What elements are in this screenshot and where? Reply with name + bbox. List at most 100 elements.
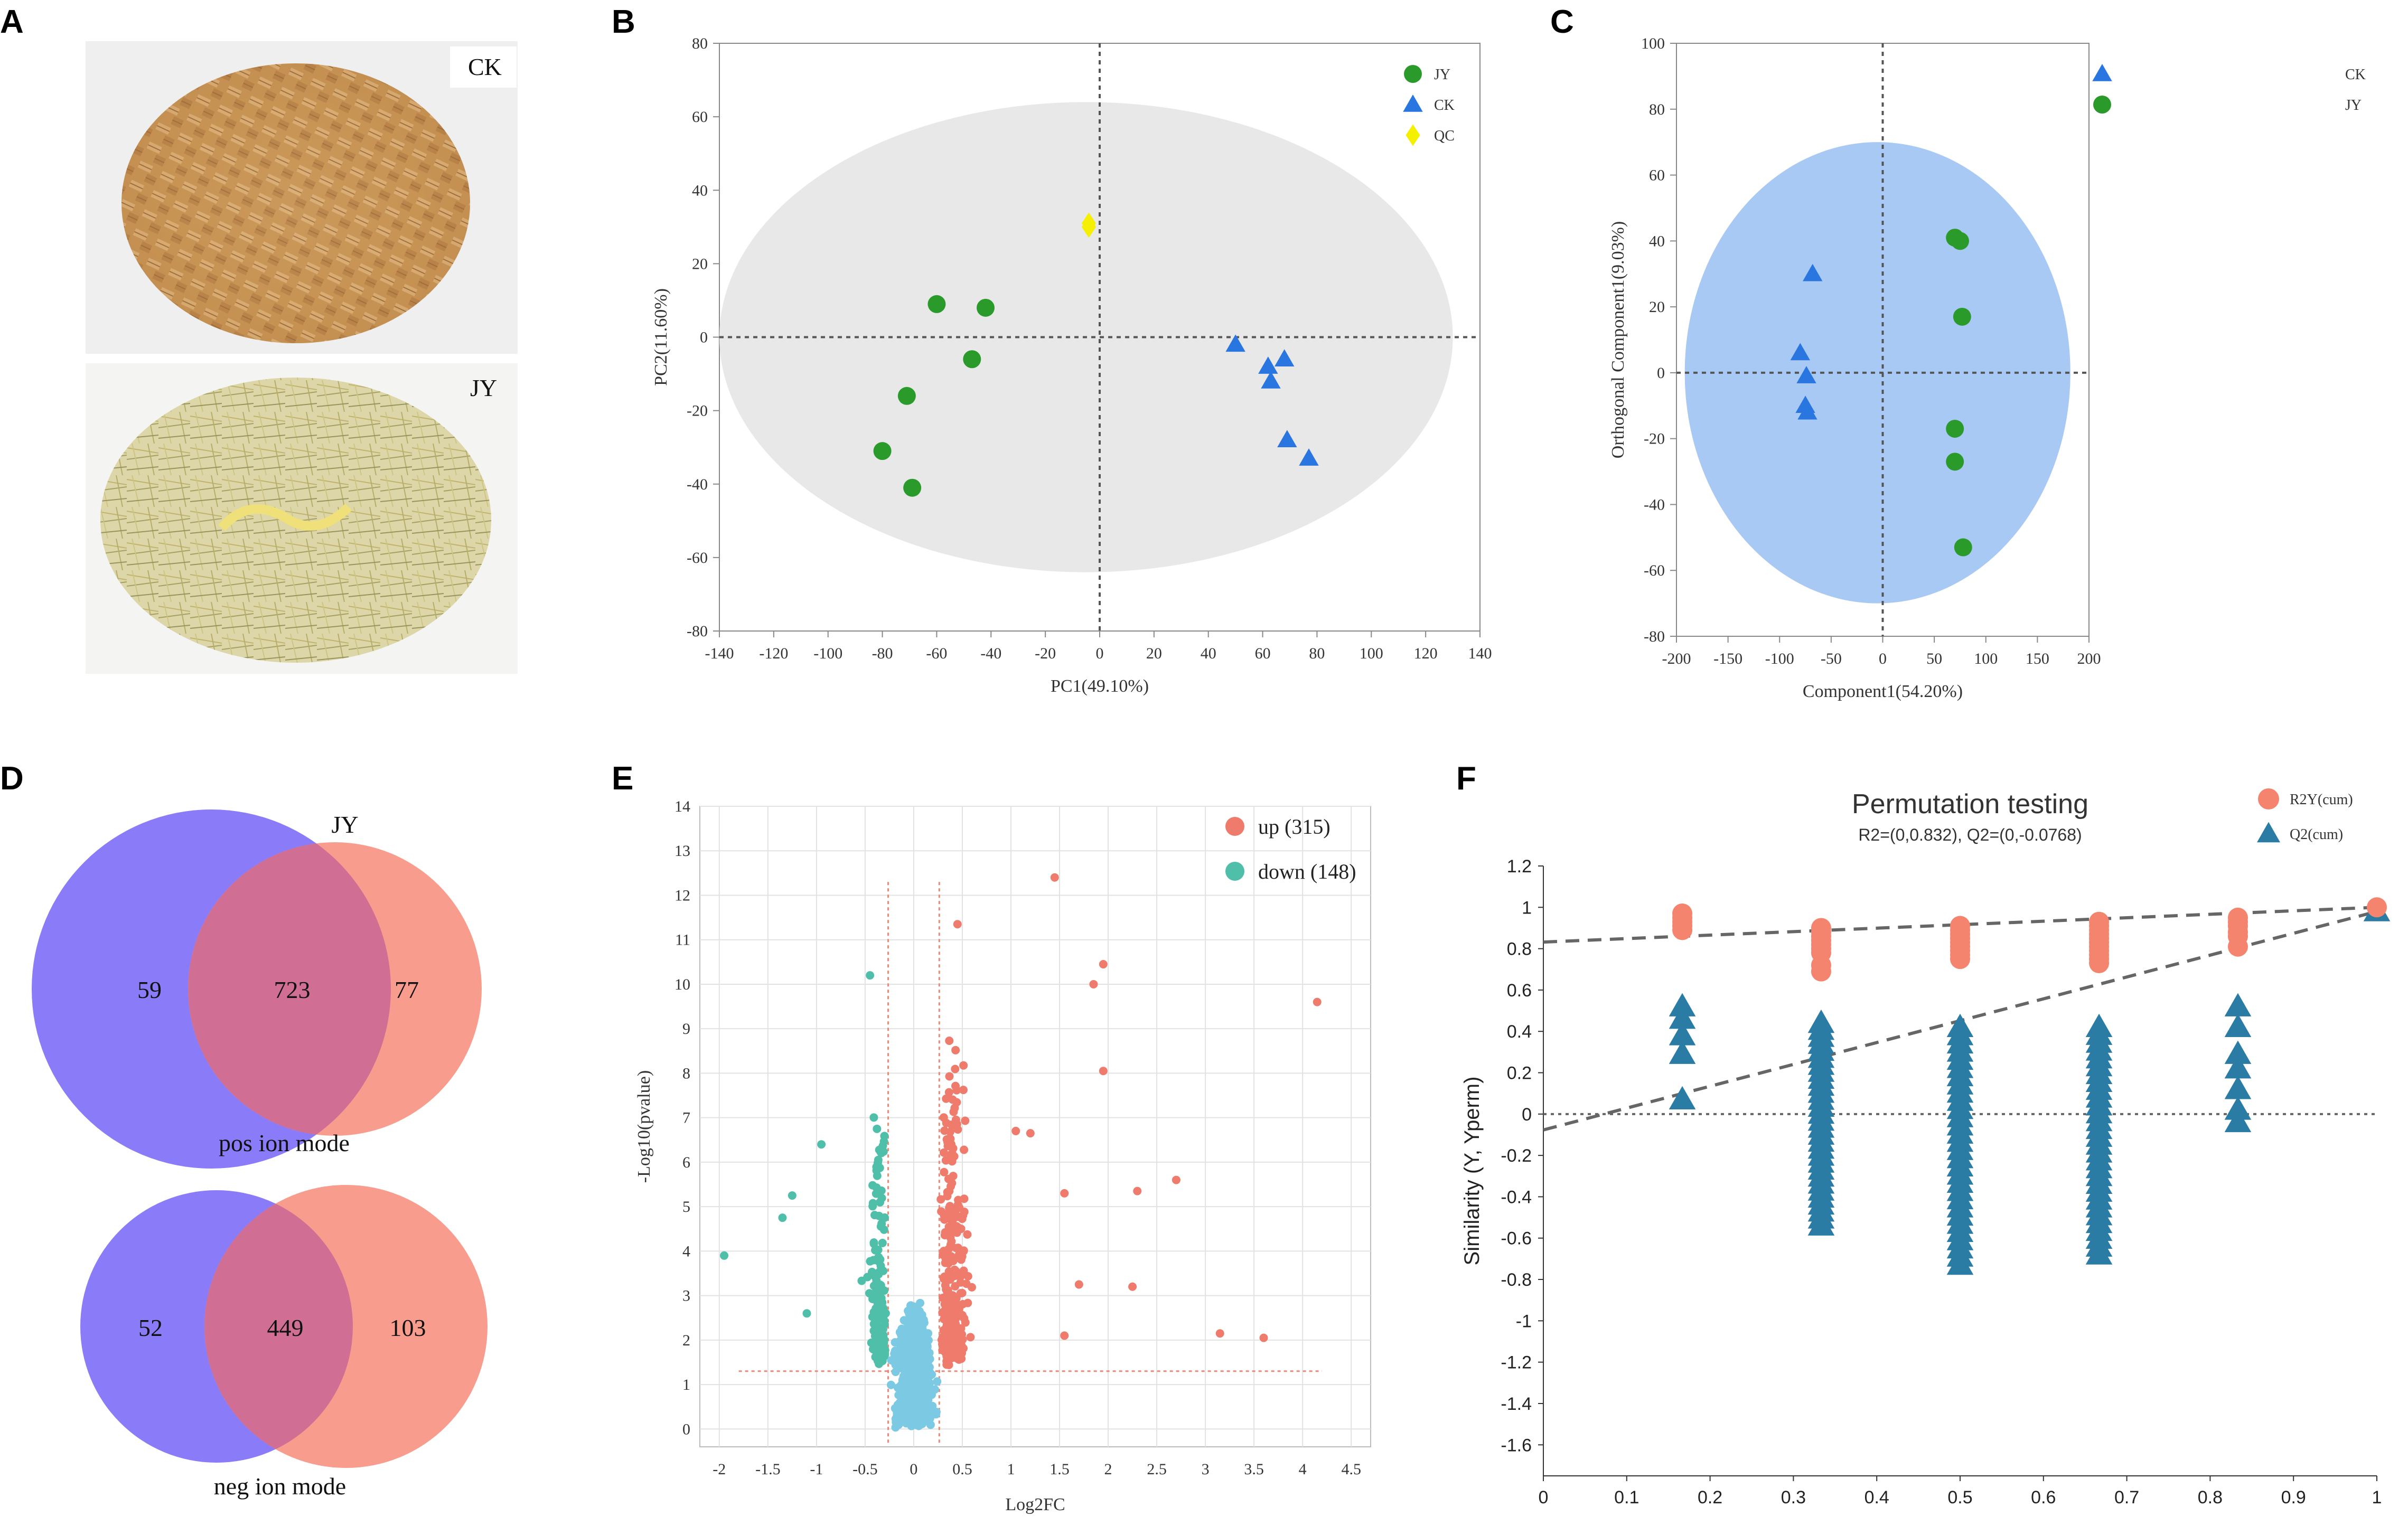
point-up (939, 1148, 948, 1157)
point-ck (1797, 402, 1817, 420)
point-up (951, 1065, 960, 1073)
point-ns (910, 1310, 919, 1319)
point-up (1089, 980, 1098, 988)
r2y-point (2367, 897, 2387, 918)
point-up (1215, 1329, 1224, 1338)
point-up (1011, 1126, 1020, 1135)
legend-label-qc: QC (1434, 128, 1455, 144)
point-down (872, 1269, 881, 1278)
legend-label-down: down (148) (1258, 860, 1356, 883)
y-tick-label: 0 (1657, 364, 1665, 382)
point-ns (924, 1382, 933, 1391)
point-down (874, 1246, 883, 1255)
legend-label-q2: Q2(cum) (2290, 826, 2343, 843)
point-up (959, 1266, 968, 1275)
point-ns (903, 1344, 912, 1353)
legend-marker-q2 (2257, 822, 2280, 843)
point-up (1060, 1331, 1069, 1340)
r2y-point (1672, 903, 1693, 924)
point-ck (1796, 366, 1816, 383)
legend-label-r2y: R2Y(cum) (2290, 792, 2353, 808)
x-tick-label: 0.8 (2198, 1487, 2223, 1508)
x-tick-label: 3.5 (1244, 1461, 1264, 1478)
point-up (1133, 1186, 1142, 1195)
volcano-plot: -2 -1.5 -1 -0.5 0 0.5 1 1.5 2 2.5 3 3.5 4 4.501234567… (634, 798, 1371, 1514)
photo-jy: JY (86, 363, 518, 674)
point-ns (893, 1400, 902, 1409)
point-jy (873, 442, 892, 460)
x-tick-label: 0 (910, 1461, 917, 1478)
legend-marker-down (1225, 862, 1244, 881)
point-down (879, 1336, 888, 1345)
point-ck (1803, 263, 1823, 281)
x-tick-label: -2 (713, 1461, 726, 1478)
point-ns (896, 1363, 905, 1372)
photo-ck-label: CK (468, 53, 502, 80)
point-up (1050, 873, 1059, 882)
y-tick-label: 80 (692, 35, 708, 52)
point-down (802, 1309, 811, 1318)
y-tick-label: 14 (674, 798, 690, 815)
x-tick-label: -0.5 (852, 1461, 878, 1478)
y-tick-label: -80 (687, 623, 708, 640)
point-up (939, 1247, 948, 1256)
x-tick-label: -200 (1662, 650, 1691, 667)
x-tick-label: 120 (1414, 645, 1438, 662)
point-ns (914, 1381, 923, 1390)
point-up (1099, 1067, 1108, 1076)
y-tick-label: 0.4 (1507, 1022, 1532, 1042)
q2-point (1669, 1005, 1696, 1029)
point-ns (906, 1403, 915, 1412)
point-up (956, 1254, 965, 1263)
point-up (1259, 1333, 1268, 1342)
point-up (945, 1343, 954, 1352)
y-tick-label: 1 (1522, 898, 1532, 918)
point-up (948, 1148, 957, 1157)
x-tick-label: 1.5 (1050, 1461, 1070, 1478)
venn-neg: 52 449 103 neg ion mode (80, 1185, 488, 1500)
confidence-ellipse (1684, 142, 2070, 604)
point-up (962, 1279, 971, 1288)
point-up (949, 1207, 958, 1216)
point-up (1060, 1189, 1069, 1198)
x-tick-label: 140 (1468, 645, 1492, 662)
y-tick-label: -0.2 (1501, 1146, 1532, 1166)
x-tick-label: 0 (1879, 650, 1887, 667)
x-tick-label: -80 (872, 645, 893, 662)
point-up (951, 1282, 960, 1291)
point-up (937, 1335, 946, 1344)
x-tick-label: -40 (980, 645, 1001, 662)
venn-neg-both-count: 449 (267, 1314, 304, 1341)
legend-label-ck: CK (1434, 97, 1455, 114)
x-tick-label: 100 (1360, 645, 1383, 662)
panel-label-c: C (1550, 4, 1574, 40)
point-ns (917, 1325, 926, 1334)
point-ns (912, 1394, 921, 1403)
point-ns (886, 1380, 895, 1389)
venn-neg-left-count: 52 (138, 1314, 163, 1341)
x-tick-label: 200 (2077, 650, 2101, 667)
y-tick-label: -40 (687, 476, 708, 493)
x-axis-title: Log2FC (1005, 1495, 1065, 1514)
point-ck (1790, 343, 1810, 361)
x-tick-label: 0.2 (1698, 1487, 1722, 1508)
q2-point (2224, 1055, 2252, 1079)
point-down (880, 1316, 889, 1325)
point-up (958, 1299, 967, 1308)
x-tick-label: -100 (1765, 650, 1794, 667)
x-tick-label: -150 (1713, 650, 1742, 667)
point-up (936, 1195, 945, 1204)
point-up (963, 1230, 972, 1239)
permutation-test-plot: 1.2 1 0.8 0.6 0.4 0.2 0 -0.2 -0.4 -0.6 -0.8 -1 -1.2 -… (1460, 788, 2391, 1508)
y-tick-label: 13 (674, 842, 690, 860)
point-up (948, 1303, 957, 1312)
point-down (868, 1202, 877, 1211)
venn-pos-both-count: 723 (274, 976, 311, 1003)
point-down (873, 1321, 882, 1330)
point-down (869, 1238, 878, 1247)
point-ns (914, 1409, 923, 1418)
point-up (1128, 1282, 1137, 1291)
point-up (954, 1212, 963, 1221)
point-up (952, 1310, 961, 1319)
